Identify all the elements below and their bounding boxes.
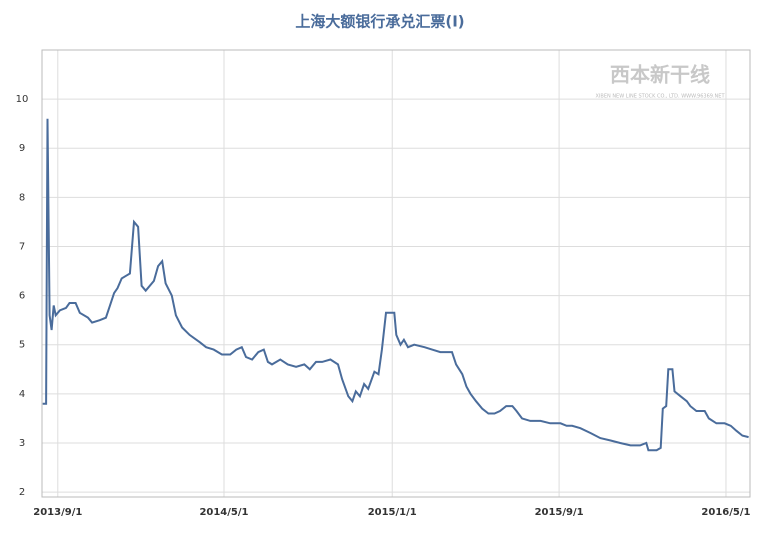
y-tick-label: 6 [19,291,25,302]
y-tick-label: 2 [19,487,25,498]
x-tick-label: 2014/5/1 [199,507,248,518]
y-tick-label: 7 [19,241,25,252]
x-tick-label: 2015/9/1 [535,507,584,518]
chart-title: 上海大额银行承兑汇票(Ⅰ) [295,13,464,31]
y-tick-label: 4 [19,389,25,400]
y-tick-label: 10 [16,94,29,105]
watermark: 西本新干线 [610,63,710,87]
y-tick-label: 9 [19,143,25,154]
x-tick-label: 2015/1/1 [368,507,417,518]
watermark-subtitle: XIBEN NEW LINE STOCK CO., LTD. WWW.96369… [596,94,726,100]
y-tick-label: 8 [19,192,25,203]
data-line [42,118,749,452]
x-tick-label: 2013/9/1 [33,507,82,518]
y-tick-label: 3 [19,438,25,449]
plot-frame [41,49,751,498]
y-tick-label: 5 [19,340,25,351]
x-tick-label: 2016/5/1 [701,507,750,518]
